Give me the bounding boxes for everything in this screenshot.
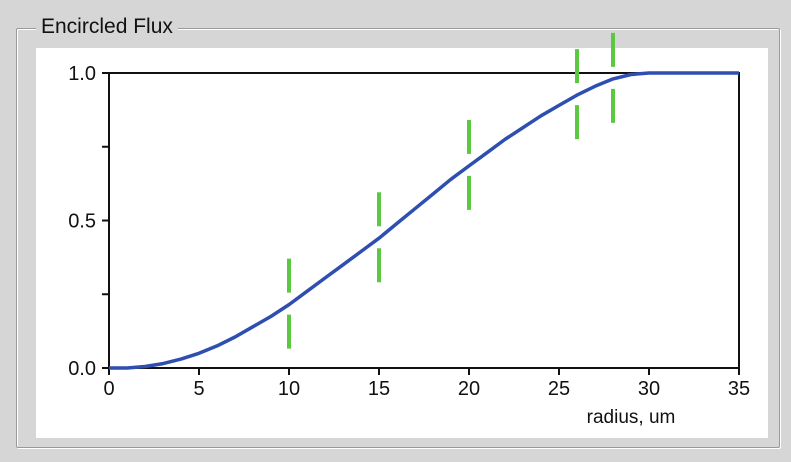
x-axis-title: radius, um — [587, 407, 676, 428]
encircled-flux-curve — [109, 71, 739, 370]
x-tick-label: 10 — [278, 378, 300, 400]
chart-panel — [36, 48, 768, 438]
x-tick-label: 5 — [193, 378, 204, 400]
encircled-flux-groupbox — [16, 28, 780, 448]
x-tick-label: 35 — [728, 378, 750, 400]
x-tick-label: 0 — [103, 378, 114, 400]
y-tick-label: 1.0 — [68, 63, 96, 85]
x-tick-label: 30 — [638, 378, 660, 400]
plot-frame — [108, 72, 740, 369]
groupbox-title: Encircled Flux — [36, 14, 178, 40]
y-tick-label: 0.0 — [68, 358, 96, 380]
x-tick-label: 25 — [548, 378, 570, 400]
y-tick-label: 0.5 — [68, 211, 96, 233]
x-tick-label: 20 — [458, 378, 480, 400]
x-tick-label: 15 — [368, 378, 390, 400]
